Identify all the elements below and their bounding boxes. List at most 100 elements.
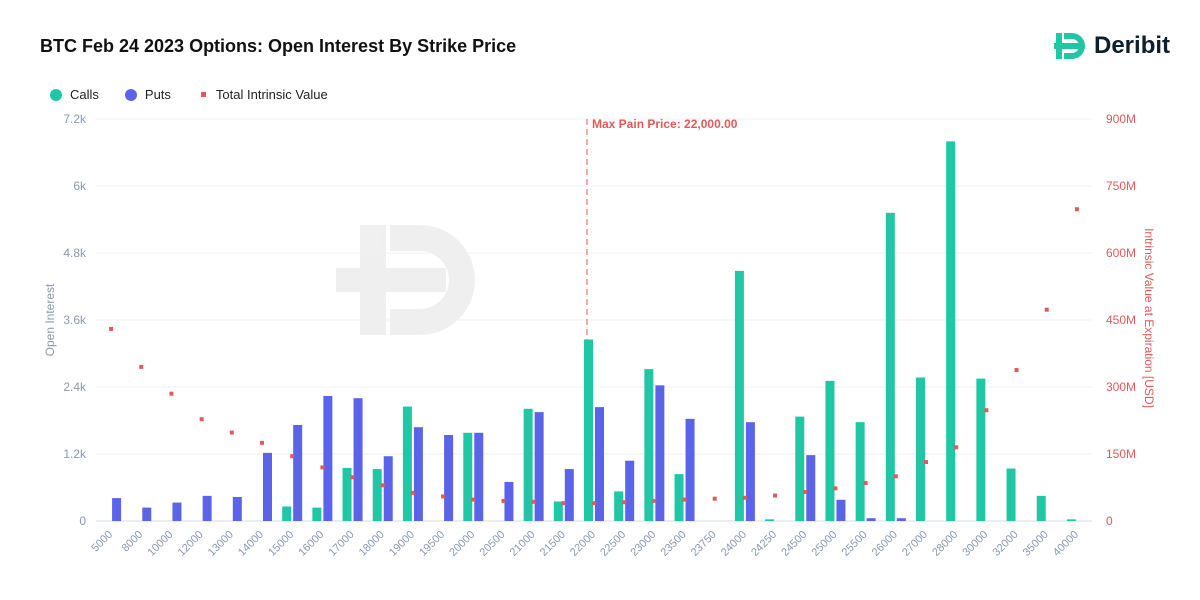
x-tick-label: 10000 — [145, 529, 175, 559]
x-tick-label: 26000 — [870, 529, 900, 559]
bar-calls — [1006, 468, 1016, 521]
x-tick-label: 25500 — [840, 529, 870, 559]
bar-puts — [655, 385, 665, 521]
bar-calls — [372, 469, 382, 521]
point-intrinsic-value — [410, 490, 415, 495]
x-tick-label: 25000 — [809, 529, 839, 559]
legend-item-intrinsic-value[interactable]: Total Intrinsic Value — [197, 87, 328, 102]
point-intrinsic-value — [712, 496, 717, 501]
bar-calls — [614, 491, 624, 521]
legend-swatch-intrinsic-value — [200, 92, 206, 97]
bar-puts — [474, 432, 484, 521]
y2-tick-label: 300M — [1106, 380, 1136, 394]
point-intrinsic-value — [531, 499, 536, 504]
point-intrinsic-value — [592, 501, 596, 506]
bar-puts — [353, 398, 363, 521]
bar-puts — [172, 502, 182, 521]
y-tick-label: 6k — [73, 179, 87, 193]
x-tick-label: 28000 — [930, 529, 960, 559]
x-tick-label: 17000 — [327, 529, 357, 559]
x-tick-label: 18000 — [357, 529, 387, 559]
bar-calls — [734, 270, 744, 521]
point-intrinsic-value — [290, 454, 295, 459]
point-intrinsic-value — [229, 430, 234, 435]
bar-calls — [523, 408, 533, 521]
y-tick-label: 0 — [79, 514, 86, 528]
y-tick-label: 7.2k — [63, 112, 87, 126]
y2-tick-label: 600M — [1106, 246, 1136, 260]
point-intrinsic-value — [1044, 307, 1049, 312]
x-tick-label: 35000 — [1021, 529, 1051, 559]
bar-calls — [1066, 519, 1076, 521]
deribit-logo-icon — [1054, 33, 1085, 59]
bar-calls — [825, 380, 835, 521]
x-tick-label: 23500 — [659, 529, 689, 559]
bar-calls — [282, 506, 292, 521]
x-tick-label: 8000 — [120, 529, 146, 555]
x-tick-label: 20500 — [477, 529, 507, 559]
legend-swatch-puts — [124, 88, 137, 101]
point-intrinsic-value — [139, 364, 144, 369]
bar-calls — [674, 474, 684, 521]
point-intrinsic-value — [863, 481, 868, 486]
y2-tick-label: 0 — [1106, 514, 1113, 528]
y-tick-label: 2.4k — [63, 380, 87, 394]
deribit-watermark-icon — [336, 225, 475, 335]
point-intrinsic-value — [441, 494, 446, 499]
point-intrinsic-value — [803, 489, 808, 494]
y-tick-label: 4.8k — [63, 246, 87, 260]
brand-logo: Deribit — [1054, 30, 1170, 62]
point-intrinsic-value — [833, 486, 838, 491]
bar-puts — [413, 427, 423, 521]
point-intrinsic-value — [501, 498, 506, 503]
x-tick-label: 24250 — [749, 529, 779, 559]
bar-calls — [553, 501, 563, 521]
bar-calls — [644, 369, 654, 521]
bar-calls — [312, 507, 322, 521]
legend-item-calls[interactable]: Calls — [50, 87, 99, 102]
bar-calls — [765, 519, 775, 521]
legend-label-calls: Calls — [70, 87, 99, 102]
chart-legend: Calls Puts Total Intrinsic Value — [50, 87, 354, 102]
x-tick-label: 12000 — [176, 529, 206, 559]
y-tick-label: 3.6k — [63, 313, 87, 327]
max-pain-label: Max Pain Price: 22,000.00 — [592, 117, 738, 131]
bar-puts — [383, 456, 393, 521]
x-tick-label: 24000 — [719, 529, 749, 559]
x-tick-label: 32000 — [991, 529, 1021, 559]
bar-puts — [323, 395, 333, 521]
x-tick-label: 30000 — [960, 529, 990, 559]
point-intrinsic-value — [109, 326, 114, 331]
x-tick-label: 22500 — [598, 529, 628, 559]
x-tick-label: 21500 — [538, 529, 568, 559]
point-intrinsic-value — [682, 497, 687, 502]
point-intrinsic-value — [169, 391, 174, 396]
point-intrinsic-value — [350, 475, 355, 480]
bar-puts — [806, 455, 816, 521]
point-intrinsic-value — [773, 493, 778, 498]
bar-puts — [625, 460, 635, 521]
point-intrinsic-value — [954, 445, 959, 450]
y2-axis-title: Intrinsic Value at Expiration [USD] — [1142, 228, 1156, 408]
x-tick-label: 20000 — [447, 529, 477, 559]
point-intrinsic-value — [1074, 207, 1079, 212]
bar-calls — [916, 377, 925, 521]
legend-item-puts[interactable]: Puts — [124, 87, 171, 102]
bar-calls — [584, 339, 593, 521]
y2-tick-label: 450M — [1106, 313, 1136, 327]
point-intrinsic-value — [893, 474, 898, 479]
x-tick-label: 13000 — [206, 529, 236, 559]
point-intrinsic-value — [471, 497, 476, 502]
bar-puts — [595, 407, 604, 521]
bar-calls — [463, 432, 473, 521]
bar-calls — [885, 212, 895, 522]
point-intrinsic-value — [1014, 368, 1019, 373]
bar-puts — [896, 518, 906, 521]
bar-puts — [685, 418, 695, 521]
point-intrinsic-value — [622, 500, 627, 505]
x-tick-label: 19500 — [417, 529, 447, 559]
bar-puts — [202, 495, 212, 521]
x-tick-label: 40000 — [1051, 529, 1081, 559]
point-intrinsic-value — [924, 460, 928, 465]
